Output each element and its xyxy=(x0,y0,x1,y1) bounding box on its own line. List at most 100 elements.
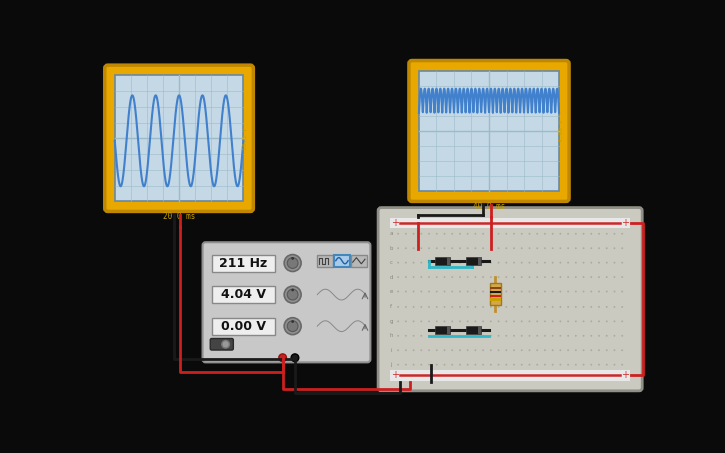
Circle shape xyxy=(575,247,577,249)
Bar xyxy=(212,255,275,271)
Circle shape xyxy=(536,290,538,293)
Circle shape xyxy=(405,290,407,293)
Circle shape xyxy=(621,335,623,337)
Circle shape xyxy=(451,262,453,264)
Circle shape xyxy=(397,276,399,278)
Circle shape xyxy=(621,320,623,322)
Circle shape xyxy=(428,233,430,235)
Circle shape xyxy=(544,335,546,337)
Bar xyxy=(490,291,500,293)
Circle shape xyxy=(529,335,531,337)
Circle shape xyxy=(413,349,415,351)
Circle shape xyxy=(467,349,468,351)
Circle shape xyxy=(505,247,508,249)
Circle shape xyxy=(521,262,523,264)
Circle shape xyxy=(575,290,577,293)
Circle shape xyxy=(474,247,476,249)
Circle shape xyxy=(397,262,399,264)
Circle shape xyxy=(521,290,523,293)
Circle shape xyxy=(428,349,430,351)
Circle shape xyxy=(590,349,592,351)
Circle shape xyxy=(444,233,445,235)
Circle shape xyxy=(567,306,569,308)
Circle shape xyxy=(467,276,468,278)
Circle shape xyxy=(405,247,407,249)
Circle shape xyxy=(621,247,623,249)
Circle shape xyxy=(474,290,476,293)
Circle shape xyxy=(529,364,531,366)
Circle shape xyxy=(505,233,508,235)
Circle shape xyxy=(482,233,484,235)
Circle shape xyxy=(590,262,592,264)
Circle shape xyxy=(552,233,554,235)
Circle shape xyxy=(598,349,600,351)
Circle shape xyxy=(621,349,623,351)
Circle shape xyxy=(613,306,616,308)
Circle shape xyxy=(544,233,546,235)
Circle shape xyxy=(428,276,430,278)
Circle shape xyxy=(467,233,468,235)
Circle shape xyxy=(497,306,500,308)
Circle shape xyxy=(490,306,492,308)
Circle shape xyxy=(284,255,301,271)
Circle shape xyxy=(505,364,508,366)
Circle shape xyxy=(413,276,415,278)
Circle shape xyxy=(497,247,500,249)
Bar xyxy=(212,286,275,303)
Text: i: i xyxy=(391,348,392,353)
Circle shape xyxy=(436,290,438,293)
FancyBboxPatch shape xyxy=(202,242,370,362)
Circle shape xyxy=(521,349,523,351)
Circle shape xyxy=(436,306,438,308)
Circle shape xyxy=(444,290,445,293)
Circle shape xyxy=(284,318,301,335)
Circle shape xyxy=(544,290,546,293)
Circle shape xyxy=(474,276,476,278)
Circle shape xyxy=(560,320,561,322)
Circle shape xyxy=(521,364,523,366)
Circle shape xyxy=(436,276,438,278)
Circle shape xyxy=(613,335,616,337)
Circle shape xyxy=(420,290,422,293)
Circle shape xyxy=(451,306,453,308)
Circle shape xyxy=(567,233,569,235)
Circle shape xyxy=(451,364,453,366)
Circle shape xyxy=(428,320,430,322)
Circle shape xyxy=(613,247,616,249)
Circle shape xyxy=(505,262,508,264)
Circle shape xyxy=(536,306,538,308)
Circle shape xyxy=(490,364,492,366)
Circle shape xyxy=(490,335,492,337)
Circle shape xyxy=(482,306,484,308)
Circle shape xyxy=(513,306,515,308)
Circle shape xyxy=(606,335,608,337)
Circle shape xyxy=(560,349,561,351)
Circle shape xyxy=(428,290,430,293)
Text: +: + xyxy=(391,371,399,381)
Circle shape xyxy=(490,290,492,293)
Bar xyxy=(478,257,481,265)
Circle shape xyxy=(397,320,399,322)
Circle shape xyxy=(621,290,623,293)
Circle shape xyxy=(606,364,608,366)
Circle shape xyxy=(613,290,616,293)
Bar xyxy=(435,326,450,334)
Circle shape xyxy=(544,262,546,264)
Circle shape xyxy=(497,364,500,366)
Circle shape xyxy=(505,335,508,337)
Circle shape xyxy=(536,349,538,351)
Circle shape xyxy=(606,320,608,322)
Circle shape xyxy=(621,364,623,366)
Circle shape xyxy=(575,335,577,337)
Circle shape xyxy=(560,262,561,264)
Circle shape xyxy=(583,247,584,249)
Circle shape xyxy=(613,364,616,366)
Circle shape xyxy=(436,320,438,322)
Text: 20.0 ms: 20.0 ms xyxy=(163,212,195,221)
Circle shape xyxy=(598,262,600,264)
Circle shape xyxy=(544,247,546,249)
Circle shape xyxy=(420,276,422,278)
Circle shape xyxy=(598,290,600,293)
Circle shape xyxy=(459,306,461,308)
Circle shape xyxy=(536,262,538,264)
